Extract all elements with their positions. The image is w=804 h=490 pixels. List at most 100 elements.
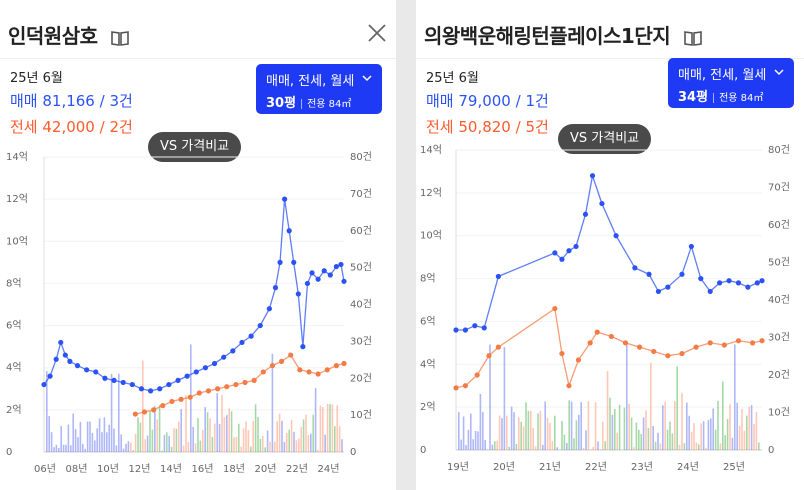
sale-price-point[interactable] bbox=[47, 373, 53, 379]
sale-price-point[interactable] bbox=[745, 284, 751, 290]
jeonse-price-point[interactable] bbox=[333, 363, 339, 369]
sale-price-point[interactable] bbox=[120, 379, 126, 386]
jeonse-price-point[interactable] bbox=[453, 385, 459, 391]
sale-price-point[interactable] bbox=[599, 200, 605, 207]
sale-price-point[interactable] bbox=[321, 268, 327, 274]
jeonse-price-point[interactable] bbox=[707, 340, 713, 346]
sale-price-point[interactable] bbox=[338, 261, 344, 268]
sale-price-point[interactable] bbox=[230, 348, 236, 354]
jeonse-price-point[interactable] bbox=[575, 357, 581, 363]
sale-price-point[interactable] bbox=[573, 243, 579, 250]
sale-price-point[interactable] bbox=[291, 259, 297, 265]
book-icon[interactable] bbox=[683, 29, 703, 47]
sale-price-point[interactable] bbox=[257, 322, 263, 329]
jeonse-price-point[interactable] bbox=[196, 390, 202, 396]
sale-price-point[interactable] bbox=[138, 386, 145, 392]
jeonse-price-point[interactable] bbox=[233, 381, 239, 388]
sale-price-point[interactable] bbox=[759, 278, 765, 284]
sale-price-point[interactable] bbox=[735, 280, 742, 286]
jeonse-price-point[interactable] bbox=[141, 409, 148, 415]
jeonse-price-point[interactable] bbox=[651, 348, 657, 355]
sale-price-point[interactable] bbox=[315, 276, 321, 282]
jeonse-price-point[interactable] bbox=[679, 350, 685, 357]
jeonse-price-point[interactable] bbox=[486, 353, 492, 359]
jeonse-price-point[interactable] bbox=[169, 398, 175, 405]
jeonse-price-point[interactable] bbox=[552, 305, 558, 312]
jeonse-price-point[interactable] bbox=[297, 367, 303, 373]
sale-price-point[interactable] bbox=[286, 228, 292, 234]
jeonse-price-point[interactable] bbox=[178, 396, 184, 402]
jeonse-price-point[interactable] bbox=[594, 329, 600, 335]
sale-price-point[interactable] bbox=[341, 278, 347, 284]
sale-price-point[interactable] bbox=[221, 354, 227, 360]
sale-price-point[interactable] bbox=[62, 352, 68, 358]
sale-price-point[interactable] bbox=[272, 285, 279, 291]
sale-price-point[interactable] bbox=[93, 369, 99, 375]
sale-price-point[interactable] bbox=[157, 386, 163, 392]
sale-price-point[interactable] bbox=[175, 377, 181, 383]
sale-price-point[interactable] bbox=[726, 278, 732, 284]
sale-price-point[interactable] bbox=[111, 377, 117, 383]
sale-price-point[interactable] bbox=[304, 280, 311, 287]
sale-price-point[interactable] bbox=[193, 369, 199, 375]
jeonse-price-point[interactable] bbox=[160, 403, 166, 409]
jeonse-price-point[interactable] bbox=[495, 344, 501, 350]
jeonse-price-point[interactable] bbox=[242, 379, 248, 386]
sale-price-point[interactable] bbox=[295, 291, 301, 297]
jeonse-price-point[interactable] bbox=[315, 371, 321, 377]
jeonse-price-point[interactable] bbox=[269, 363, 276, 369]
close-icon[interactable] bbox=[366, 22, 388, 44]
book-icon[interactable] bbox=[110, 29, 130, 47]
sale-price-point[interactable] bbox=[552, 250, 558, 256]
sale-price-point[interactable] bbox=[327, 272, 333, 278]
jeonse-price-point[interactable] bbox=[224, 384, 230, 390]
jeonse-price-point[interactable] bbox=[735, 338, 742, 344]
sale-price-point[interactable] bbox=[472, 323, 478, 329]
jeonse-price-point[interactable] bbox=[608, 333, 614, 340]
jeonse-price-point[interactable] bbox=[151, 407, 157, 413]
sale-price-point[interactable] bbox=[266, 306, 272, 312]
sale-price-point[interactable] bbox=[495, 273, 501, 280]
sale-price-point[interactable] bbox=[665, 284, 671, 290]
sale-price-point[interactable] bbox=[277, 259, 283, 265]
sale-price-point[interactable] bbox=[566, 248, 572, 254]
sale-price-point[interactable] bbox=[67, 358, 73, 364]
sale-price-point[interactable] bbox=[41, 381, 47, 388]
jeonse-price-point[interactable] bbox=[721, 342, 727, 348]
jeonse-price-point[interactable] bbox=[693, 344, 699, 350]
sale-price-point[interactable] bbox=[184, 373, 190, 379]
sale-price-point[interactable] bbox=[102, 375, 108, 381]
jeonse-price-point[interactable] bbox=[474, 372, 480, 378]
jeonse-price-point[interactable] bbox=[566, 383, 572, 389]
sale-price-point[interactable] bbox=[74, 363, 81, 369]
sale-price-point[interactable] bbox=[282, 196, 288, 202]
jeonse-price-point[interactable] bbox=[260, 369, 266, 375]
filter-button[interactable]: 매매, 전세, 월세 30평 전용 84㎡ bbox=[256, 64, 382, 114]
sale-price-point[interactable] bbox=[632, 265, 638, 271]
sale-price-point[interactable] bbox=[453, 327, 459, 333]
sale-price-point[interactable] bbox=[248, 333, 254, 339]
jeonse-price-point[interactable] bbox=[215, 386, 221, 392]
sale-price-point[interactable] bbox=[462, 327, 469, 333]
sale-price-point[interactable] bbox=[646, 271, 652, 277]
sale-price-point[interactable] bbox=[688, 243, 694, 250]
jeonse-price-point[interactable] bbox=[324, 367, 330, 373]
sale-price-point[interactable] bbox=[613, 233, 619, 239]
sale-price-point[interactable] bbox=[582, 211, 589, 217]
jeonse-price-point[interactable] bbox=[559, 350, 565, 357]
sale-price-point[interactable] bbox=[84, 367, 90, 373]
sale-price-point[interactable] bbox=[481, 325, 487, 331]
sale-price-point[interactable] bbox=[53, 356, 59, 362]
sale-price-point[interactable] bbox=[333, 263, 339, 270]
jeonse-price-point[interactable] bbox=[622, 340, 629, 346]
jeonse-price-point[interactable] bbox=[205, 388, 212, 394]
sale-price-point[interactable] bbox=[754, 280, 760, 286]
sale-price-point[interactable] bbox=[300, 344, 306, 350]
jeonse-price-point[interactable] bbox=[288, 352, 294, 358]
jeonse-price-point[interactable] bbox=[587, 340, 593, 346]
jeonse-price-point[interactable] bbox=[759, 338, 765, 344]
jeonse-price-point[interactable] bbox=[278, 358, 285, 364]
sale-price-point[interactable] bbox=[166, 381, 172, 388]
sale-price-point[interactable] bbox=[679, 271, 685, 277]
jeonse-price-point[interactable] bbox=[462, 383, 469, 389]
